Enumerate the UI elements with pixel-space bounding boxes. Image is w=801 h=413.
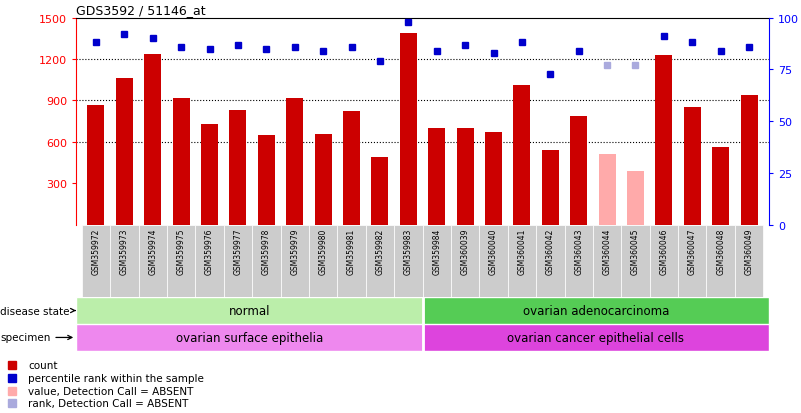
Bar xyxy=(598,155,616,225)
Bar xyxy=(87,105,104,225)
Text: specimen: specimen xyxy=(0,332,72,343)
Bar xyxy=(655,56,672,225)
FancyBboxPatch shape xyxy=(678,225,706,297)
FancyBboxPatch shape xyxy=(451,225,479,297)
Text: GSM359980: GSM359980 xyxy=(319,228,328,274)
Text: GSM360048: GSM360048 xyxy=(716,228,725,274)
Bar xyxy=(457,129,473,225)
FancyBboxPatch shape xyxy=(366,225,394,297)
Text: GSM359982: GSM359982 xyxy=(376,228,384,274)
FancyBboxPatch shape xyxy=(593,225,622,297)
Text: value, Detection Call = ABSENT: value, Detection Call = ABSENT xyxy=(28,386,193,396)
Bar xyxy=(201,125,218,225)
Text: count: count xyxy=(28,360,58,370)
FancyBboxPatch shape xyxy=(423,225,451,297)
FancyBboxPatch shape xyxy=(139,225,167,297)
FancyBboxPatch shape xyxy=(337,225,366,297)
Text: GSM359978: GSM359978 xyxy=(262,228,271,274)
Text: GSM360043: GSM360043 xyxy=(574,228,583,274)
Text: rank, Detection Call = ABSENT: rank, Detection Call = ABSENT xyxy=(28,399,188,408)
Bar xyxy=(173,98,190,225)
Bar xyxy=(229,111,247,225)
Text: GSM359981: GSM359981 xyxy=(347,228,356,274)
FancyBboxPatch shape xyxy=(650,225,678,297)
FancyBboxPatch shape xyxy=(422,297,769,324)
Text: GDS3592 / 51146_at: GDS3592 / 51146_at xyxy=(76,5,206,17)
FancyBboxPatch shape xyxy=(167,225,195,297)
FancyBboxPatch shape xyxy=(622,225,650,297)
Bar xyxy=(513,86,530,225)
Text: GSM359979: GSM359979 xyxy=(290,228,300,274)
Bar xyxy=(741,96,758,225)
FancyBboxPatch shape xyxy=(536,225,565,297)
Bar xyxy=(627,171,644,225)
Bar xyxy=(116,79,133,225)
Bar xyxy=(258,135,275,225)
Text: disease state: disease state xyxy=(0,306,75,316)
Text: GSM359976: GSM359976 xyxy=(205,228,214,274)
Bar xyxy=(485,133,502,225)
Bar xyxy=(372,158,388,225)
FancyBboxPatch shape xyxy=(195,225,223,297)
FancyBboxPatch shape xyxy=(252,225,280,297)
FancyBboxPatch shape xyxy=(223,225,252,297)
Text: GSM360049: GSM360049 xyxy=(745,228,754,274)
Text: GSM360047: GSM360047 xyxy=(688,228,697,274)
Text: GSM359983: GSM359983 xyxy=(404,228,413,274)
FancyBboxPatch shape xyxy=(422,324,769,351)
FancyBboxPatch shape xyxy=(565,225,593,297)
Text: GSM359974: GSM359974 xyxy=(148,228,157,274)
FancyBboxPatch shape xyxy=(76,297,422,324)
Text: GSM360041: GSM360041 xyxy=(517,228,526,274)
Text: ovarian cancer epithelial cells: ovarian cancer epithelial cells xyxy=(507,331,684,344)
Text: GSM360039: GSM360039 xyxy=(461,228,469,274)
Text: percentile rank within the sample: percentile rank within the sample xyxy=(28,373,204,383)
Text: GSM359984: GSM359984 xyxy=(433,228,441,274)
Text: normal: normal xyxy=(228,304,270,317)
Text: GSM360042: GSM360042 xyxy=(545,228,555,274)
Bar xyxy=(400,34,417,225)
FancyBboxPatch shape xyxy=(309,225,337,297)
Bar xyxy=(144,55,161,225)
FancyBboxPatch shape xyxy=(280,225,309,297)
Text: GSM360045: GSM360045 xyxy=(631,228,640,274)
FancyBboxPatch shape xyxy=(82,225,111,297)
Bar xyxy=(541,151,559,225)
Text: GSM359973: GSM359973 xyxy=(120,228,129,274)
Bar xyxy=(712,148,729,225)
Bar xyxy=(286,98,304,225)
Text: GSM359977: GSM359977 xyxy=(233,228,243,274)
FancyBboxPatch shape xyxy=(508,225,536,297)
FancyBboxPatch shape xyxy=(394,225,423,297)
Text: GSM360046: GSM360046 xyxy=(659,228,668,274)
FancyBboxPatch shape xyxy=(479,225,508,297)
Bar xyxy=(570,116,587,225)
Text: GSM360040: GSM360040 xyxy=(489,228,498,274)
Text: GSM360044: GSM360044 xyxy=(602,228,612,274)
Text: ovarian surface epithelia: ovarian surface epithelia xyxy=(175,331,323,344)
Text: GSM359975: GSM359975 xyxy=(177,228,186,274)
Text: GSM359972: GSM359972 xyxy=(91,228,100,274)
Text: ovarian adenocarcinoma: ovarian adenocarcinoma xyxy=(522,304,669,317)
FancyBboxPatch shape xyxy=(76,324,422,351)
FancyBboxPatch shape xyxy=(735,225,763,297)
FancyBboxPatch shape xyxy=(706,225,735,297)
Bar xyxy=(343,112,360,225)
FancyBboxPatch shape xyxy=(111,225,139,297)
Bar xyxy=(315,134,332,225)
Bar xyxy=(429,129,445,225)
Bar xyxy=(684,108,701,225)
